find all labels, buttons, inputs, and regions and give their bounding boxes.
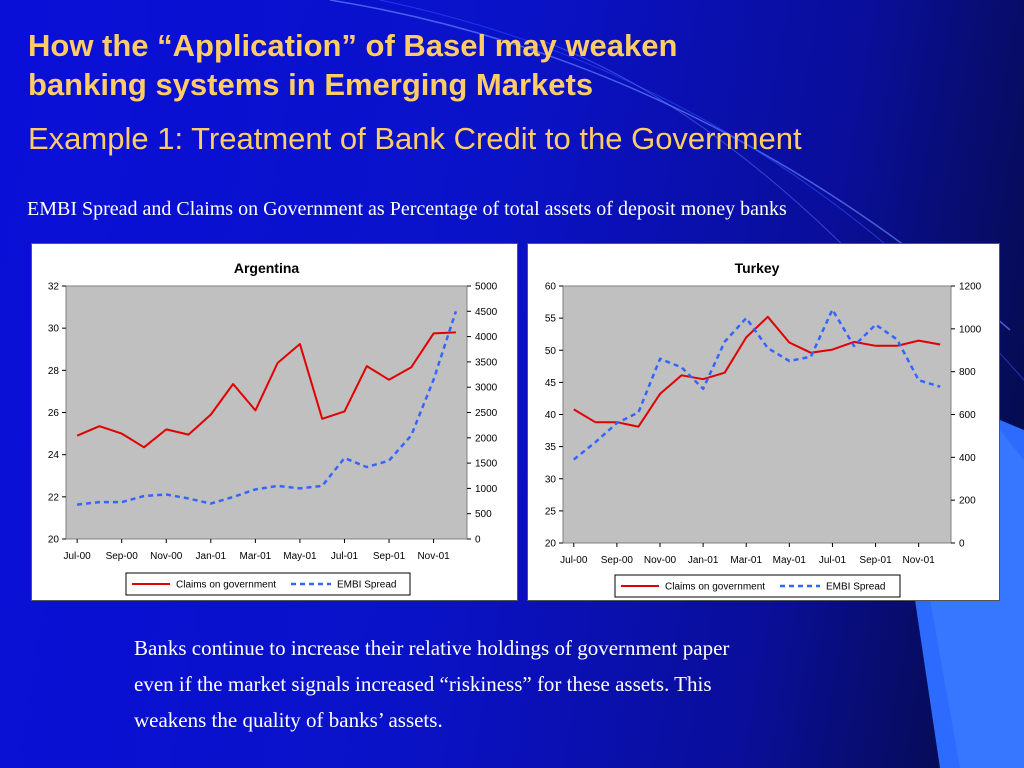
argentina-right-tick-label: 3500 bbox=[475, 357, 498, 368]
turkey-chart-title: Turkey bbox=[735, 260, 780, 276]
argentina-right-tick-label: 4500 bbox=[475, 307, 498, 318]
turkey-chart: Turkey2025303540455055600200400600800100… bbox=[545, 260, 982, 598]
argentina-left-tick-label: 28 bbox=[48, 366, 60, 377]
turkey-left-tick-label: 25 bbox=[545, 506, 557, 517]
argentina-right-tick-label: 0 bbox=[475, 535, 481, 546]
argentina-x-tick-label: Sep-01 bbox=[373, 551, 406, 562]
turkey-x-tick-label: Sep-00 bbox=[601, 555, 634, 566]
turkey-x-tick-label: Jul-01 bbox=[819, 555, 847, 566]
turkey-right-tick-label: 800 bbox=[959, 367, 976, 378]
turkey-right-tick-label: 200 bbox=[959, 496, 976, 507]
argentina-left-tick-label: 20 bbox=[48, 535, 60, 546]
argentina-right-tick-label: 500 bbox=[475, 509, 492, 520]
turkey-left-tick-label: 45 bbox=[545, 378, 557, 389]
turkey-x-tick-label: Sep-01 bbox=[859, 555, 892, 566]
argentina-left-tick-label: 32 bbox=[48, 282, 60, 293]
argentina-chart: Argentina 20 22 24 26 28 30 32 0 500 1000 1500 2000 2… bbox=[48, 260, 498, 596]
turkey-left-tick-label: 30 bbox=[545, 474, 557, 485]
argentina-right-tick-label: 2500 bbox=[475, 408, 498, 419]
turkey-right-tick-label: 600 bbox=[959, 410, 976, 421]
argentina-left-tick-label: 22 bbox=[48, 492, 60, 503]
slide-title: How the “Application” of Basel may weake… bbox=[28, 26, 988, 104]
argentina-legend-claims-label: Claims on government bbox=[176, 580, 276, 591]
argentina-legend bbox=[125, 572, 411, 596]
argentina-x-tick-label: Nov-01 bbox=[417, 551, 450, 562]
turkey-x-tick-label: Nov-00 bbox=[644, 555, 677, 566]
argentina-left-tick-label: 26 bbox=[48, 408, 60, 419]
body-line-2: even if the market signals increased “ri… bbox=[134, 672, 712, 696]
turkey-x-tick-label: Jul-00 bbox=[560, 555, 588, 566]
turkey-right-tick-label: 1000 bbox=[959, 324, 982, 335]
argentina-left-tick-label: 30 bbox=[48, 324, 60, 335]
turkey-right-tick-label: 400 bbox=[959, 453, 976, 464]
argentina-right-tick-label: 2000 bbox=[475, 433, 498, 444]
turkey-x-tick-label: Jan-01 bbox=[688, 555, 719, 566]
turkey-series-embi-spread bbox=[573, 308, 941, 461]
body-paragraph: Banks continue to increase their relativ… bbox=[134, 630, 964, 738]
chart-caption: EMBI Spread and Claims on Government as … bbox=[27, 198, 787, 220]
turkey-series-claims-on-government bbox=[573, 315, 941, 428]
argentina-legend-embi-label: EMBI Spread bbox=[337, 580, 396, 591]
turkey-left-tick-label: 50 bbox=[545, 346, 557, 357]
turkey-x-tick-label: Nov-01 bbox=[903, 555, 936, 566]
argentina-x-tick-label: Jan-01 bbox=[196, 551, 227, 562]
argentina-right-tick-label: 4000 bbox=[475, 332, 498, 343]
turkey-right-tick-label: 0 bbox=[959, 539, 965, 550]
body-line-1: Banks continue to increase their relativ… bbox=[134, 636, 730, 660]
turkey-x-tick-label: May-01 bbox=[773, 555, 807, 566]
turkey-left-tick-label: 40 bbox=[545, 410, 557, 421]
argentina-x-tick-label: Sep-00 bbox=[106, 551, 139, 562]
slide-title-line-2: banking systems in Emerging Markets bbox=[28, 67, 594, 102]
argentina-right-tick-label: 1500 bbox=[475, 459, 498, 470]
slide-title-line-1: How the “Application” of Basel may weake… bbox=[28, 28, 678, 63]
turkey-left-tick-label: 60 bbox=[545, 282, 557, 293]
turkey-legend-embi-label: EMBI Spread bbox=[826, 582, 885, 593]
argentina-chart-panel: Argentina 20 22 24 26 28 30 32 0 500 1000 1500 2000 2… bbox=[31, 243, 518, 601]
argentina-x-tick-label: Mar-01 bbox=[240, 551, 272, 562]
argentina-series-embi-spread bbox=[76, 310, 458, 506]
argentina-right-tick-label: 3000 bbox=[475, 383, 498, 394]
turkey-left-tick-label: 20 bbox=[545, 539, 557, 550]
turkey-chart-panel: Turkey 20 25 30 35 40 45 50 55 60 0 200 400 600 800 100… bbox=[527, 243, 1000, 601]
turkey-plot-area bbox=[562, 285, 952, 544]
turkey-legend-claims-label: Claims on government bbox=[665, 582, 765, 593]
slide-subtitle-heading: Example 1: Treatment of Bank Credit to t… bbox=[28, 121, 802, 156]
argentina-left-tick-label: 24 bbox=[48, 450, 60, 461]
turkey-left-tick-label: 55 bbox=[545, 314, 557, 325]
turkey-legend bbox=[614, 574, 901, 598]
argentina-x-tick-label: May-01 bbox=[283, 551, 317, 562]
turkey-right-tick-label: 1200 bbox=[959, 282, 982, 293]
argentina-x-tick-label: Jul-01 bbox=[331, 551, 359, 562]
turkey-x-tick-label: Mar-01 bbox=[730, 555, 762, 566]
argentina-chart-title: Argentina bbox=[234, 260, 300, 276]
argentina-right-tick-label: 5000 bbox=[475, 282, 498, 293]
argentina-x-tick-label: Jul-00 bbox=[64, 551, 92, 562]
argentina-plot-area bbox=[65, 285, 468, 540]
turkey-left-tick-label: 35 bbox=[545, 442, 557, 453]
argentina-x-tick-label: Nov-00 bbox=[150, 551, 183, 562]
argentina-right-tick-label: 1000 bbox=[475, 484, 498, 495]
argentina-series-claims-on-government bbox=[76, 331, 456, 449]
body-line-3: weakens the quality of banks’ assets. bbox=[134, 708, 443, 732]
